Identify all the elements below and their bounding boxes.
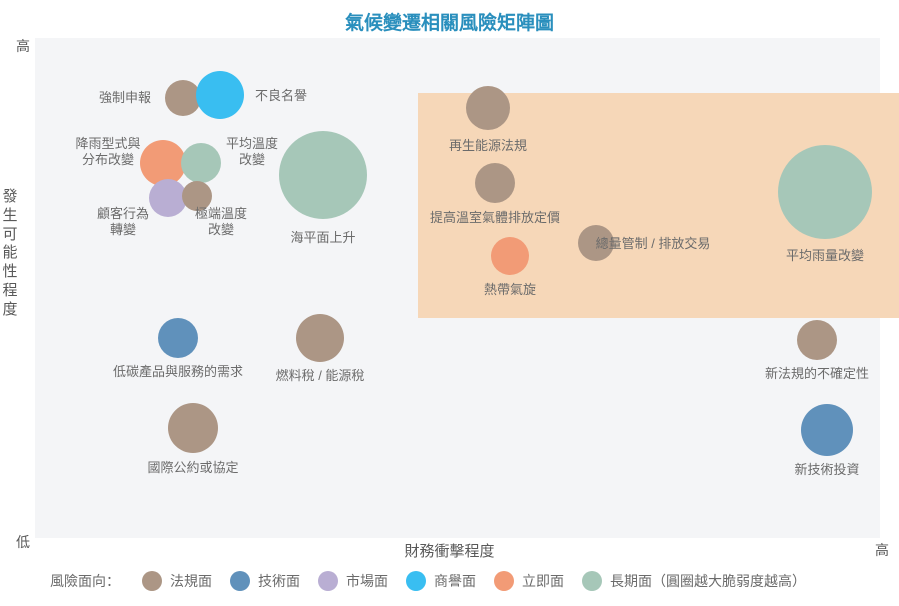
legend-title: 風險面向： xyxy=(50,571,120,591)
bubble-label-tropical-cyclone: 熱帶氣旋 xyxy=(484,282,536,298)
legend-item-regulatory: 法規面 xyxy=(142,571,212,591)
legend-dot-technology xyxy=(230,571,250,591)
legend-item-immediate: 立即面 xyxy=(494,571,564,591)
bubble-low-carbon-demand xyxy=(158,318,198,358)
bubble-fuel-energy-tax xyxy=(296,314,344,362)
legend-dot-regulatory xyxy=(142,571,162,591)
bubble-label-renewable-regulation: 再生能源法規 xyxy=(449,138,527,154)
legend-dot-market xyxy=(318,571,338,591)
legend-dot-longterm xyxy=(582,571,602,591)
plot-area: 強制申報 不良名譽降雨型式與 分布改變 平均溫度 改變顧客行為 轉變 極端溫度 改變海… xyxy=(35,38,880,538)
axis-high-top: 高 xyxy=(16,36,30,56)
legend-label-market: 市場面 xyxy=(346,571,388,591)
bubble-label-customer-behavior: 顧客行為 轉變 xyxy=(97,206,149,239)
legend-label-regulatory: 法規面 xyxy=(170,571,212,591)
bubble-label-avg-rainfall-change: 平均雨量改變 xyxy=(786,248,864,264)
bubble-label-rainfall-pattern: 降雨型式與 分布改變 xyxy=(75,136,140,169)
bubble-label-intl-convention: 國際公約或協定 xyxy=(147,460,238,476)
bubble-label-avg-temperature: 平均溫度 改變 xyxy=(226,136,278,169)
bubble-label-mandatory-reporting: 強制申報 xyxy=(99,90,151,106)
y-axis-label: 發生可能性程度 xyxy=(1,188,19,319)
legend-item-reputation: 商譽面 xyxy=(406,571,476,591)
legend: 風險面向： 法規面 技術面 市場面 商譽面 立即面 長期面（圓圈越大脆弱度越高） xyxy=(50,571,879,591)
bubble-label-extreme-temperature: 極端溫度 改變 xyxy=(195,206,247,239)
bubble-label-cap-and-trade: 總量管制 / 排放交易 xyxy=(596,236,711,252)
bubble-tropical-cyclone xyxy=(491,237,529,275)
bubble-bad-reputation xyxy=(196,71,244,119)
bubble-new-tech-investment xyxy=(801,404,853,456)
legend-dot-immediate xyxy=(494,571,514,591)
bubble-reg-uncertainty xyxy=(797,320,837,360)
bubble-avg-rainfall-change xyxy=(778,145,872,239)
legend-item-longterm: 長期面（圓圈越大脆弱度越高） xyxy=(582,571,806,591)
chart-root: 氣候變遷相關風險矩陣圖 高 發生可能性程度 強制申報 不良名譽降雨型式與 分布改變… xyxy=(0,0,899,606)
bubble-label-reg-uncertainty: 新法規的不確定性 xyxy=(765,366,869,382)
legend-item-market: 市場面 xyxy=(318,571,388,591)
legend-dot-reputation xyxy=(406,571,426,591)
legend-item-technology: 技術面 xyxy=(230,571,300,591)
bubble-label-ghg-pricing: 提高溫室氣體排放定價 xyxy=(430,210,560,226)
bubble-renewable-regulation xyxy=(466,86,510,130)
bubble-intl-convention xyxy=(168,403,218,453)
bubble-ghg-pricing xyxy=(475,163,515,203)
bubble-label-new-tech-investment: 新技術投資 xyxy=(794,462,859,478)
bubble-sea-level-rise xyxy=(279,131,367,219)
bubble-label-fuel-energy-tax: 燃料稅 / 能源稅 xyxy=(276,368,365,384)
bubble-label-low-carbon-demand: 低碳產品與服務的需求 xyxy=(113,364,243,380)
chart-title: 氣候變遷相關風險矩陣圖 xyxy=(0,8,899,35)
legend-label-technology: 技術面 xyxy=(258,571,300,591)
bubble-label-sea-level-rise: 海平面上升 xyxy=(290,230,355,246)
legend-label-immediate: 立即面 xyxy=(522,571,564,591)
legend-label-longterm: 長期面（圓圈越大脆弱度越高） xyxy=(610,571,806,591)
legend-label-reputation: 商譽面 xyxy=(434,571,476,591)
bubble-avg-temperature xyxy=(181,143,221,183)
bubble-label-bad-reputation: 不良名譽 xyxy=(255,88,307,104)
x-axis-label: 財務衝擊程度 xyxy=(0,540,899,561)
